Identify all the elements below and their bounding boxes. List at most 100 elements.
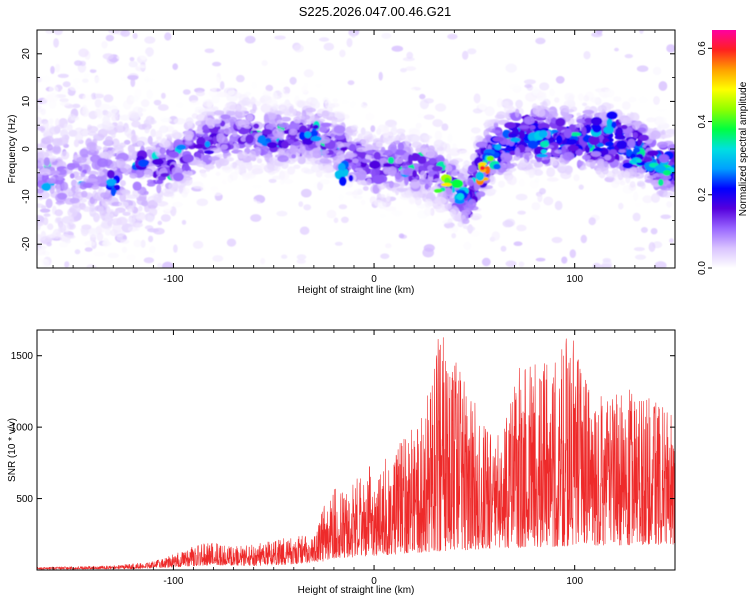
heatmap-cell [102,151,109,157]
heatmap-cell [614,47,619,52]
heatmap-cell [361,105,371,110]
heatmap-cell [42,217,49,226]
heatmap-cell [148,235,154,243]
heatmap-cell [624,54,633,59]
heatmap-cell [567,145,579,152]
heatmap-cell [535,107,546,118]
heatmap-cell [153,227,165,235]
heatmap-cell [423,114,435,120]
heatmap-cell [314,83,323,88]
heatmap-cell [452,143,457,149]
heatmap-cell [153,99,162,106]
heatmap-cell [232,161,237,169]
heatmap-cell [451,179,464,189]
heatmap-cell [486,155,495,162]
heatmap-cell [504,147,513,151]
heatmap-cell [111,218,122,226]
heatmap-cell [80,226,89,237]
heatmap-cell [260,103,272,114]
heatmap-cell [105,259,115,264]
heatmap-cell [400,68,407,73]
heatmap-cell [105,34,115,42]
heatmap-cell [588,217,596,226]
heatmap-cell [352,191,358,199]
heatmap-cell [148,207,158,217]
heatmap-cell [37,151,50,158]
heatmap-cell [534,177,540,183]
heatmap-cell [46,144,54,151]
heatmap-cell [229,171,238,181]
heatmap-cell [417,178,429,185]
heatmap-cell [303,69,314,78]
heatmap-cell [48,85,59,94]
heatmap-cell [185,117,194,126]
heatmap-cell [164,32,172,41]
heatmap-cell [634,254,647,260]
heatmap-cell [477,162,487,166]
heatmap-cell [96,171,105,177]
heatmap-cell [251,168,264,175]
heatmap-cell [563,113,573,120]
heatmap-cell [650,228,658,235]
heatmap-cell [165,133,176,138]
heatmap-cell [49,170,61,175]
heatmap-cell [225,102,232,107]
heatmap-cell [212,255,224,262]
heatmap-cell [617,170,624,181]
heatmap-cell [577,160,584,166]
heatmap-cell [518,178,526,187]
heatmap-cell [288,122,300,131]
heatmap-cell [133,239,142,248]
colorbar-label: Normalized spectral amplitude [738,81,749,216]
heatmap-cell [82,182,95,189]
heatmap-cell [281,140,289,149]
heatmap-cell [59,98,69,103]
heatmap-cell [100,128,108,135]
heatmap-cell [207,119,216,129]
heatmap-cell [604,88,615,98]
heatmap-cell [354,167,364,172]
heatmap-cell [109,211,115,219]
heatmap-cell [549,161,558,166]
heatmap-cell [633,191,639,202]
heatmap-cell [87,170,99,176]
heatmap-cell [261,60,268,67]
heatmap-cell [360,199,366,205]
heatmap-cell [606,111,618,120]
heatmap-cell [411,191,423,198]
heatmap-cell [208,127,219,134]
heatmap-cell [245,164,252,170]
heatmap-cell [120,30,131,37]
heatmap-cell [536,153,548,158]
heatmap-cell [633,247,645,252]
heatmap-cell [341,216,349,223]
heatmap-cell [55,232,61,237]
heatmap-cell [104,213,111,221]
heatmap-cell [415,122,422,129]
heatmap-cell [391,45,404,52]
heatmap-cell [277,149,285,156]
heatmap-cell [330,133,335,138]
heatmap-cell [228,137,234,145]
heatmap-cell [546,177,559,182]
heatmap-cell [136,141,143,147]
heatmap-cell [299,144,306,154]
heatmap-cell [340,147,347,151]
heatmap-cell [300,188,312,198]
heatmap-cell [236,106,248,113]
heatmap-cell [109,105,119,114]
heatmap-cell [287,166,296,175]
heatmap-cell [293,44,304,53]
heatmap-cell [146,182,156,187]
heatmap-cell [172,201,184,208]
heatmap-cell [588,135,600,146]
heatmap-cell [313,124,319,130]
snr-ytick-label: 500 [16,494,33,505]
heatmap-cell [263,71,272,79]
heatmap-cell [599,65,612,74]
heatmap-cell [52,138,63,147]
heatmap-cell [333,125,346,134]
heatmap-cell [69,215,74,225]
heatmap-cell [56,176,64,181]
heatmap-cell [434,130,443,141]
